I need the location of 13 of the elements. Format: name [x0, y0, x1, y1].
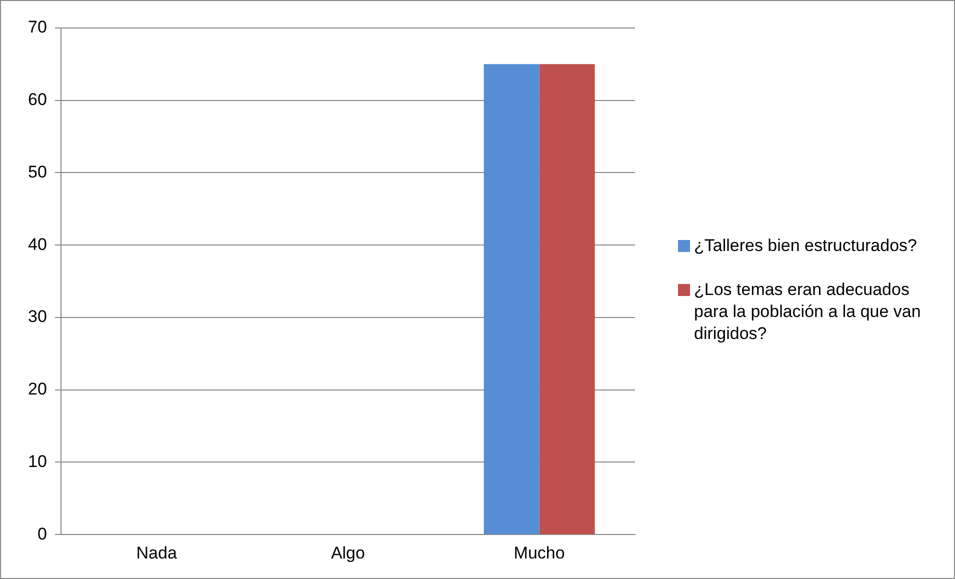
- x-tick-label: Mucho: [514, 543, 565, 562]
- y-tick-label: 60: [28, 90, 47, 110]
- y-tick-label: 40: [28, 234, 47, 254]
- y-tick-label: 10: [28, 452, 47, 471]
- y-tick-label: 0: [37, 524, 47, 544]
- y-tick-label: 20: [28, 380, 47, 399]
- y-tick-label: 70: [28, 18, 47, 37]
- y-tick-label: 30: [28, 307, 47, 326]
- x-tick-label: Nada: [136, 543, 178, 562]
- legend-label: ¿Los temas eran adecuados para la población a la que van dirigidos?: [694, 278, 922, 344]
- y-tick-label: 50: [28, 162, 47, 182]
- x-tick-label: Algo: [330, 543, 365, 562]
- legend-label: ¿Talleres bien estructurados?: [694, 234, 918, 256]
